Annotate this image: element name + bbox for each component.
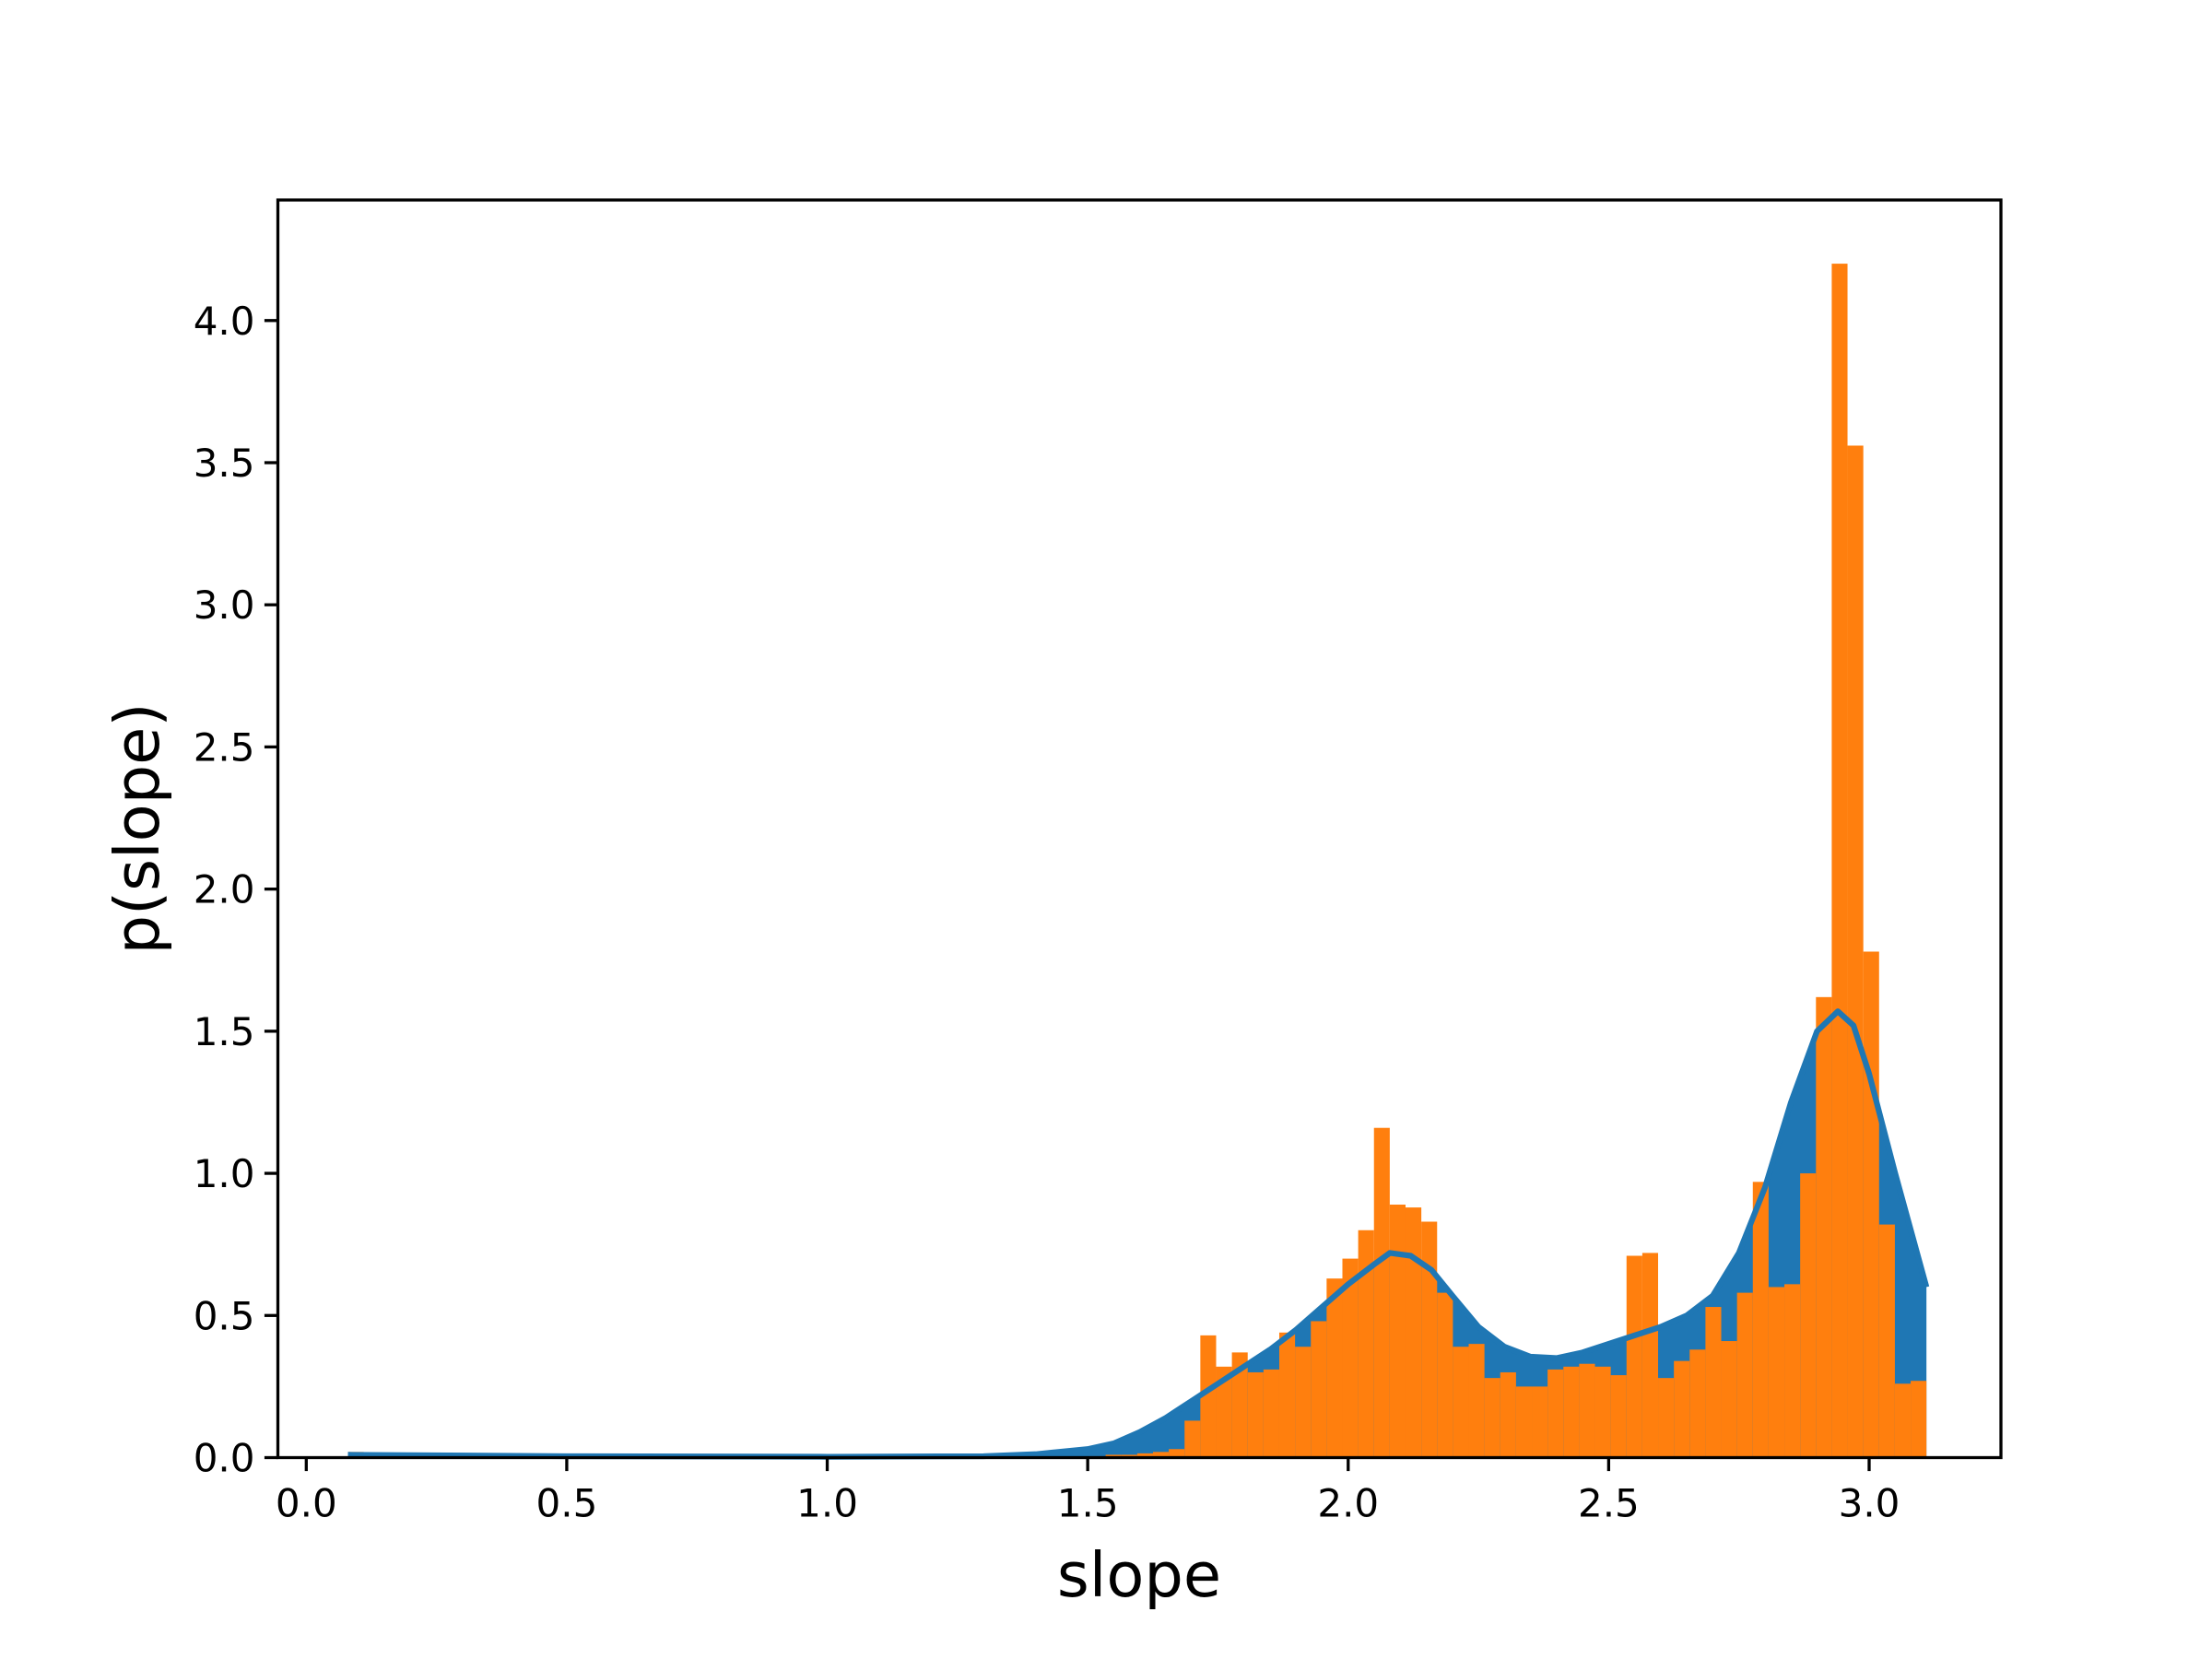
histogram-bar (1911, 1381, 1927, 1458)
histogram-bar (1231, 1352, 1248, 1458)
histogram-bar (1736, 1292, 1753, 1458)
histogram-bar (1610, 1375, 1627, 1458)
histogram-bar (1752, 1182, 1769, 1458)
histogram-bar (1184, 1420, 1201, 1458)
x-axis-label: slope (1057, 1539, 1221, 1611)
histogram-bar (1200, 1335, 1217, 1458)
histogram-bar (1247, 1371, 1264, 1458)
histogram-bar (1405, 1207, 1422, 1458)
histogram-bar (1532, 1386, 1548, 1458)
histogram-bar (1594, 1366, 1611, 1458)
histogram-bar (1705, 1307, 1722, 1458)
histogram-bar (1563, 1366, 1580, 1458)
histogram-bar (1484, 1378, 1500, 1458)
histogram-bar (1515, 1386, 1533, 1458)
histogram-bar (1295, 1347, 1312, 1458)
histogram-bar (1136, 1453, 1153, 1458)
y-tick-label: 4.0 (194, 299, 255, 344)
histogram-bar (1389, 1204, 1406, 1458)
y-tick-label: 0.5 (194, 1293, 255, 1338)
histogram-bar (1894, 1383, 1912, 1458)
y-axis-label: p(slope) (101, 702, 173, 954)
kde-line (347, 1008, 1930, 1460)
histogram-bar (1152, 1452, 1170, 1458)
histogram-bar (1847, 445, 1864, 1458)
histogram-bar (1468, 1344, 1485, 1458)
y-tick-label: 2.0 (194, 867, 255, 912)
histogram-bar (1500, 1371, 1516, 1458)
histogram-bar (1800, 1173, 1817, 1458)
histogram-bar (1326, 1278, 1343, 1458)
histogram-bar (1863, 951, 1879, 1458)
histogram-bar (1437, 1292, 1453, 1458)
histogram-bar (1878, 1224, 1895, 1458)
histogram-bar (1689, 1349, 1706, 1458)
x-tick-label: 2.5 (1578, 1481, 1640, 1526)
x-tick-label: 1.0 (796, 1481, 858, 1526)
histogram-bar (1831, 264, 1848, 1458)
histogram-bar (1674, 1360, 1690, 1458)
x-tick-label: 2.0 (1317, 1481, 1379, 1526)
x-tick-label: 3.0 (1839, 1481, 1900, 1526)
y-tick-label: 1.0 (194, 1151, 255, 1196)
histogram-bar (1311, 1321, 1327, 1458)
histogram-bar (1373, 1127, 1390, 1458)
axes-frame (276, 198, 2003, 1460)
histogram-bar (1342, 1258, 1359, 1458)
histogram-bar (1579, 1363, 1595, 1458)
histogram-bar (1421, 1221, 1438, 1458)
histogram-bar (1358, 1230, 1374, 1458)
histogram-bar (1816, 996, 1832, 1458)
y-tick-label: 3.0 (194, 582, 255, 628)
x-tick-label: 0.0 (276, 1481, 337, 1526)
y-tick-label: 0.0 (194, 1436, 255, 1481)
y-tick-label: 1.5 (194, 1009, 255, 1054)
histogram-bar (1169, 1449, 1185, 1458)
histogram-bar (1278, 1332, 1296, 1458)
histogram-bar (1784, 1284, 1801, 1458)
histogram-bar (1768, 1287, 1785, 1458)
x-tick-label: 1.5 (1057, 1481, 1119, 1526)
histogram-bar (1547, 1369, 1564, 1458)
histogram-bar (1721, 1341, 1737, 1458)
y-tick-label: 2.5 (194, 724, 255, 770)
histogram-bar (1216, 1366, 1232, 1458)
y-tick-label: 3.5 (194, 441, 255, 486)
histogram-bar (1641, 1253, 1659, 1458)
histogram-bar (1453, 1347, 1469, 1458)
histogram-bar (1658, 1378, 1675, 1458)
histogram-bar (1263, 1369, 1279, 1458)
histogram-bar (1626, 1255, 1642, 1458)
x-tick-label: 0.5 (536, 1481, 598, 1526)
